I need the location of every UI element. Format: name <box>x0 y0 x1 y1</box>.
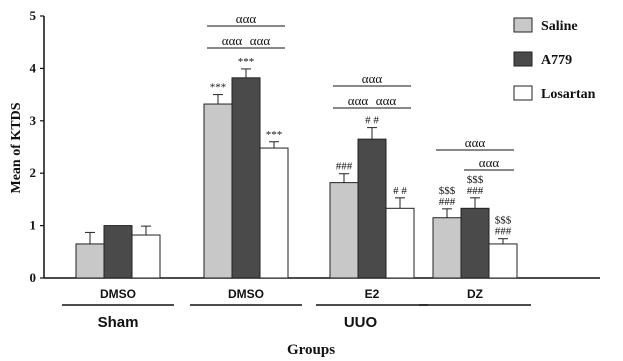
bar <box>75 243 105 279</box>
bar-annotation: ### <box>495 226 512 238</box>
legend-swatch <box>513 17 533 33</box>
y-tick-label: 2 <box>30 165 37 180</box>
comparison-label: ααα <box>362 71 383 86</box>
bar-annotation: *** <box>238 56 255 68</box>
bars <box>75 68 518 279</box>
bar <box>103 225 133 279</box>
bar <box>385 207 415 279</box>
bar-annotation: ### <box>439 196 456 208</box>
y-tick-label: 0 <box>30 270 37 285</box>
x-axis-label: Groups <box>287 342 335 358</box>
bar <box>259 147 289 279</box>
bar-annotation: ### <box>467 185 484 197</box>
y-tick-label: 4 <box>30 60 37 75</box>
bar-annotation: ### <box>336 161 353 173</box>
bar <box>231 77 261 279</box>
bar <box>203 103 233 279</box>
x-category-label: DMSO <box>100 287 136 301</box>
bar-annotation: $$$ <box>467 174 484 186</box>
legend-label: Losartan <box>541 87 596 102</box>
y-tick-label: 5 <box>30 8 37 23</box>
bar-annotation: # # <box>393 185 407 197</box>
comparison-label: ααα <box>479 155 500 170</box>
x-category-label: E2 <box>365 287 380 301</box>
y-tick-label: 1 <box>30 218 37 233</box>
bar <box>329 182 359 279</box>
bar <box>460 207 490 279</box>
x-category-label: DMSO <box>228 287 264 301</box>
bar-annotation: $$$ <box>439 185 456 197</box>
comparison-label: ααα <box>250 33 271 48</box>
bar <box>131 234 161 279</box>
bar-annotation: *** <box>210 82 227 94</box>
legend-label: A779 <box>541 53 572 68</box>
comparison-label: ααα <box>236 11 257 26</box>
bar <box>432 217 462 279</box>
legend-label: Saline <box>541 19 578 34</box>
comparison-label: ααα <box>376 93 397 108</box>
bar-annotation: # # <box>365 115 379 127</box>
bar <box>488 243 518 279</box>
x-group-labels: DMSO DMSO E2 DZ Sham UUO <box>62 287 531 331</box>
comparison-label: ααα <box>222 33 243 48</box>
bar-annotation: $$$ <box>495 215 512 227</box>
x-category-label: DZ <box>467 287 483 301</box>
legend-swatch <box>513 85 533 101</box>
annotations: *********#### ## # $$$###$$$###$$$###αααα… <box>207 11 514 238</box>
y-tick-label: 3 <box>30 113 37 128</box>
comparison-label: ααα <box>348 93 369 108</box>
legend: Saline A779 Losartan <box>513 17 596 102</box>
x-group-label: Sham <box>98 314 139 331</box>
y-axis-label: Mean of KTDS <box>9 102 24 193</box>
legend-swatch <box>513 51 533 67</box>
bar-annotation: *** <box>266 129 283 141</box>
bar <box>357 138 387 279</box>
x-group-label: UUO <box>344 314 378 331</box>
comparison-label: ααα <box>465 135 486 150</box>
